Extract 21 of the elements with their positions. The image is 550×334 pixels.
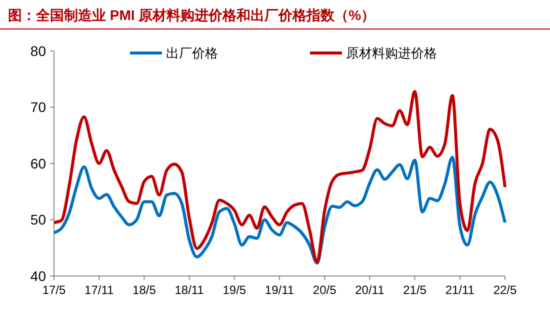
x-tick-label: 17/5 <box>42 283 66 297</box>
line-series <box>52 156 506 265</box>
legend-label: 原材料购进价格 <box>346 46 437 62</box>
y-tick-label: 50 <box>30 212 46 228</box>
y-tick-label: 70 <box>30 99 46 116</box>
x-tick-label: 22/5 <box>493 283 517 297</box>
chart-title: 图：全国制造业 PMI 原材料购进价格和出厂价格指数（%） <box>8 7 376 23</box>
x-tick-label: 17/11 <box>84 283 114 297</box>
legend-label: 出厂价格 <box>166 46 218 62</box>
x-tick-label: 18/11 <box>174 283 204 297</box>
x-tick-label: 21/5 <box>403 283 427 297</box>
line-series <box>52 90 506 264</box>
x-tick-label: 21/11 <box>445 283 475 297</box>
x-tick-label: 19/5 <box>222 283 246 297</box>
x-tick-label: 20/11 <box>355 283 385 297</box>
y-tick-label: 80 <box>30 42 46 59</box>
x-tick-label: 19/11 <box>264 283 294 297</box>
x-tick-label: 20/5 <box>312 283 337 297</box>
y-tick-label: 60 <box>30 155 46 172</box>
y-tick-label: 40 <box>30 268 46 284</box>
x-tick-label: 18/5 <box>132 283 156 297</box>
